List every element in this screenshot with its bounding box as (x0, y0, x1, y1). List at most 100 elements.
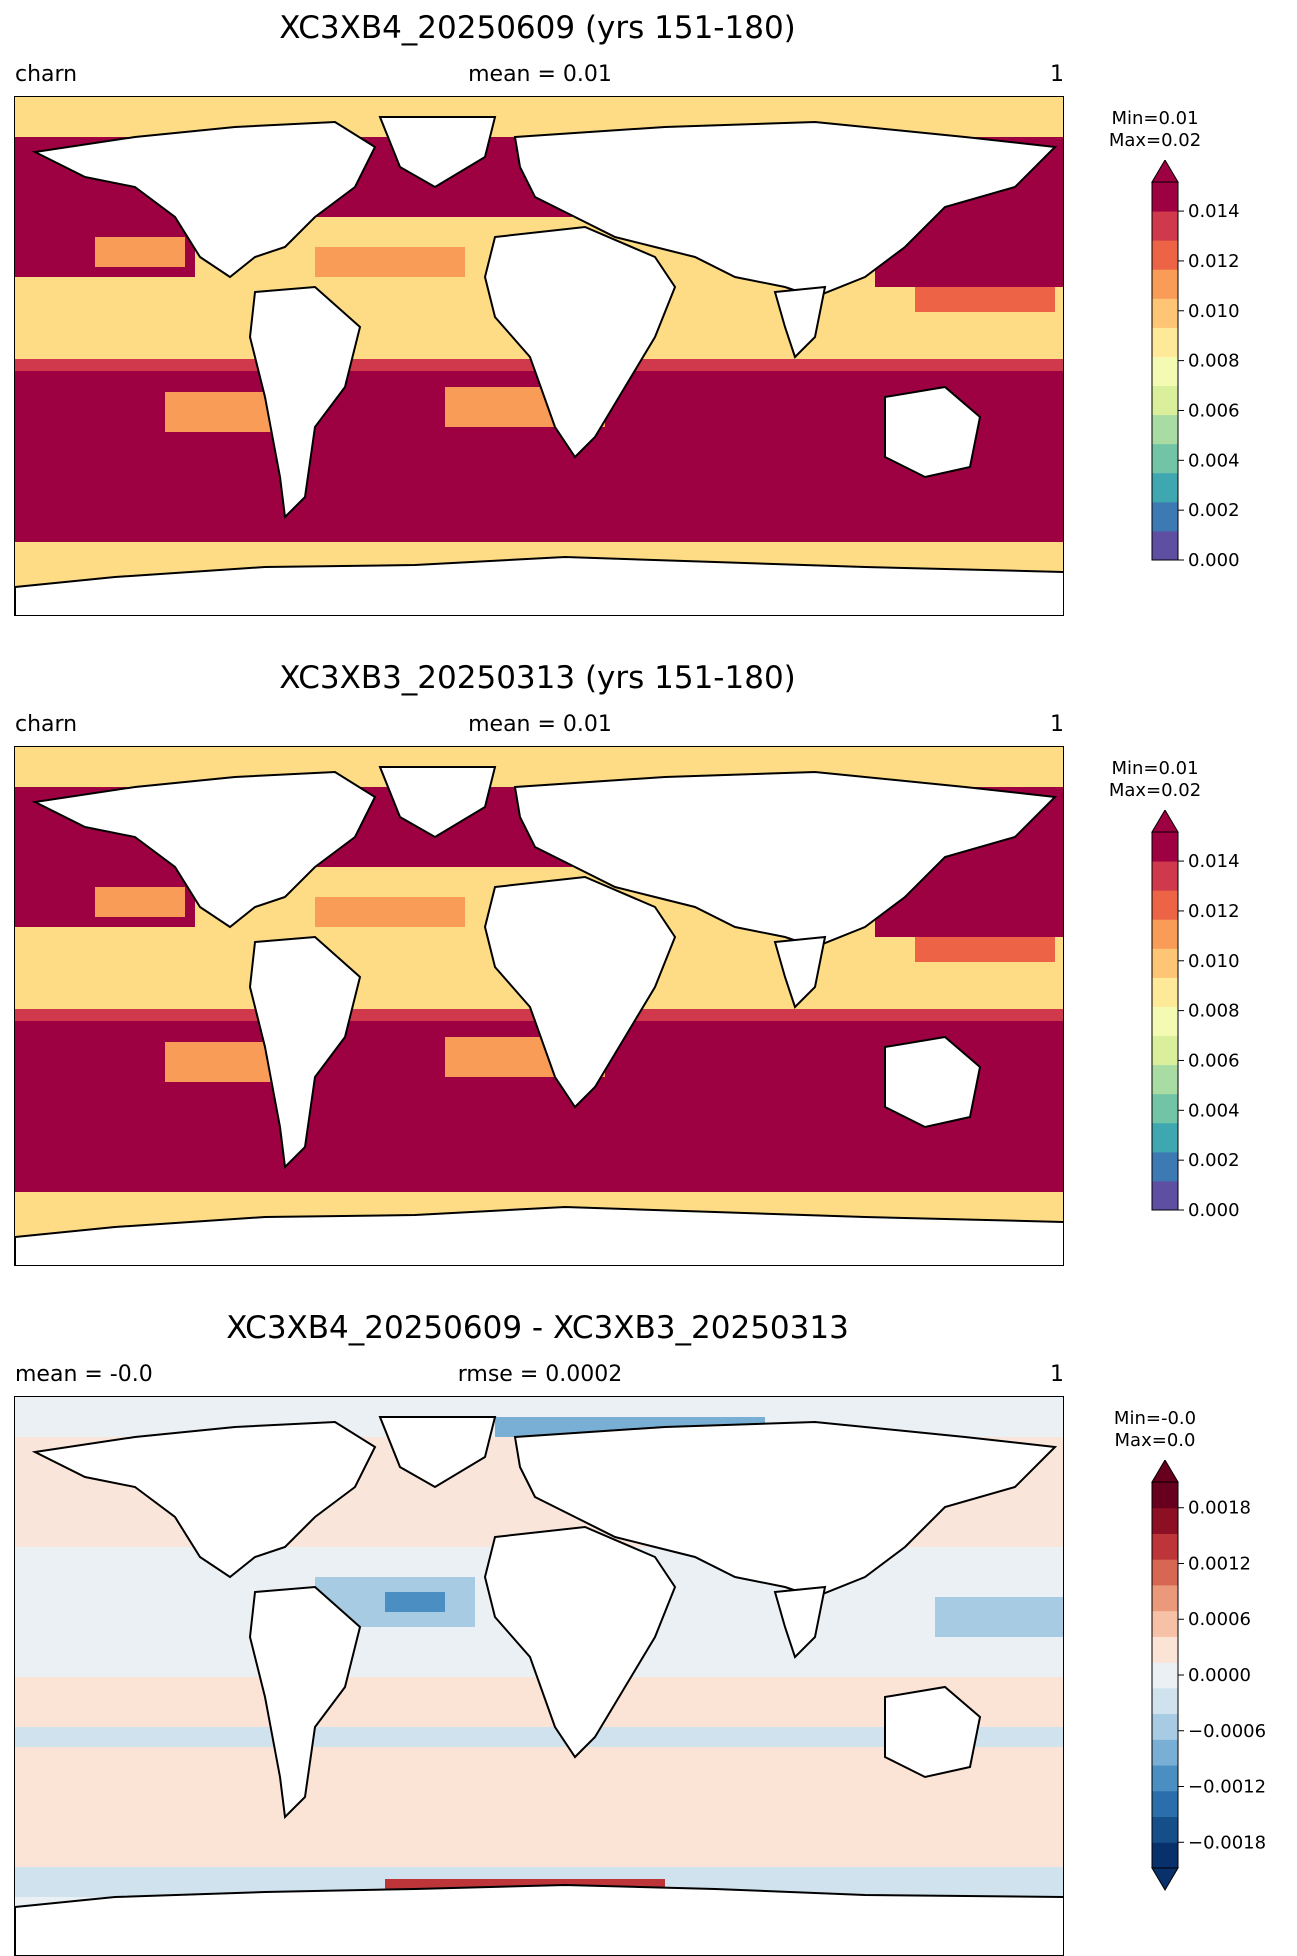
colorbar-tick-label: 0.004 (1188, 450, 1240, 471)
colorbar-extend-min (1151, 1867, 1179, 1891)
max-label: Max=0.02 (1108, 780, 1202, 801)
min-max-label: Min=0.01 Max=0.02 (1095, 758, 1215, 802)
colorbar-segment (1152, 861, 1178, 891)
land (15, 1416, 1063, 1955)
colorbar-segment (1152, 414, 1178, 445)
south-america (248, 1585, 362, 1820)
pacific-negative (935, 1597, 1063, 1637)
antarctica (15, 1883, 1063, 1955)
colorbar-tick-label: 0.0018 (1188, 1498, 1251, 1519)
north-america (31, 120, 377, 279)
colorbar-segment (1152, 1636, 1178, 1663)
colorbar-segment (1152, 1122, 1178, 1153)
colorbar-tick-label: 0.006 (1188, 1050, 1240, 1071)
colorbar-segment (1152, 1006, 1178, 1037)
colorbar-tick-label: 0.010 (1188, 301, 1240, 322)
africa (483, 1525, 677, 1759)
colorbar-segment (1152, 890, 1178, 920)
colorbar-segment (1152, 530, 1178, 561)
colorbar-tick-label: 0.006 (1188, 400, 1240, 421)
colorbar-segment (1152, 472, 1178, 503)
min-label: Min=-0.0 (1113, 1408, 1197, 1429)
colorbar-segment (1152, 1064, 1178, 1095)
mean-label: mean = 0.01 (468, 712, 612, 737)
colorbar-segment (1152, 1687, 1178, 1715)
colorbar-segment (1152, 1713, 1178, 1740)
colorbar-segment (1152, 919, 1178, 949)
mean-label: mean = -0.0 (15, 1362, 153, 1387)
colorbar-extend-max (1151, 810, 1179, 833)
map (14, 746, 1064, 1266)
colorbar-extend-max (1151, 160, 1179, 183)
colorbar-segment (1152, 1739, 1178, 1766)
land (15, 766, 1063, 1265)
colorbar-segment (1152, 211, 1178, 241)
colorbar-tick-label: −0.0006 (1188, 1721, 1266, 1742)
australia (884, 1685, 982, 1779)
panel-1: XC3XB4_20250609 (yrs 151-180) charn mean… (0, 0, 1297, 640)
colorbar-tick-label: 0.0000 (1188, 1665, 1251, 1686)
colorbar-tick-label: 0.008 (1188, 1001, 1240, 1022)
colorbar-segment (1152, 1584, 1178, 1612)
colorbar-segment (1152, 240, 1178, 270)
colorbar-tick-label: 0.004 (1188, 1100, 1240, 1121)
colorbar-segment (1152, 1790, 1178, 1818)
panel-number: 1 (1050, 1362, 1064, 1387)
colorbar-segment (1152, 1035, 1178, 1066)
mean-label: mean = 0.01 (468, 62, 612, 87)
colorbar-segment (1152, 832, 1178, 862)
pacific-patch (915, 287, 1055, 312)
colorbar-segment (1152, 443, 1178, 474)
india (773, 1585, 827, 1659)
antarctica (15, 555, 1063, 615)
antarctica (15, 1205, 1063, 1265)
land (15, 116, 1063, 615)
colorbar-tick-label: 0.012 (1188, 251, 1240, 272)
atlantic-patch (315, 897, 465, 927)
max-label: Max=0.0 (1114, 1430, 1196, 1451)
pacific-patch (915, 937, 1055, 962)
colorbar-extend-max (1151, 1460, 1179, 1483)
colorbar-tick-label: 0.000 (1188, 1200, 1240, 1220)
colorbar: 0.000 0.002 0.004 0.006 0.008 0.010 0.012 0.014 (1151, 810, 1240, 1220)
variable-label: charn (15, 62, 78, 87)
colorbar-tick-label: 0.002 (1188, 500, 1240, 521)
colorbar-segment (1152, 327, 1178, 357)
atlantic-negative-core (385, 1592, 445, 1612)
colorbar-segment (1152, 1482, 1178, 1509)
colorbar-segment (1152, 1842, 1178, 1869)
north-america (31, 770, 377, 929)
panel-number: 1 (1050, 712, 1064, 737)
panel-title: XC3XB3_20250313 (yrs 151-180) (279, 660, 796, 696)
panel-title: XC3XB4_20250609 - XC3XB3_20250313 (226, 1310, 849, 1346)
colorbar-segment (1152, 1151, 1178, 1182)
colorbar-segment (1152, 1507, 1178, 1534)
colorbar-tick-label: 0.010 (1188, 951, 1240, 972)
rmse-label: rmse = 0.0002 (457, 1362, 623, 1387)
colorbar-segment (1152, 356, 1178, 387)
africa (483, 875, 677, 1109)
colorbar-segment (1152, 977, 1178, 1007)
australia (884, 385, 982, 479)
panel-number: 1 (1050, 62, 1064, 87)
africa (483, 225, 677, 459)
panel-2: XC3XB3_20250313 (yrs 151-180) charn mean… (0, 650, 1297, 1290)
colorbar-segment (1152, 1765, 1178, 1792)
variable-label: charn (15, 712, 78, 737)
min-label: Min=0.01 (1111, 108, 1199, 129)
min-label: Min=0.01 (1111, 758, 1199, 779)
colorbar: −0.0018 −0.0012 −0.0006 0.0000 0.0006 0.0012 0… (1151, 1460, 1266, 1891)
map (14, 96, 1064, 616)
subtropic-patch (95, 887, 185, 917)
colorbar-segment (1152, 1533, 1178, 1560)
india (773, 285, 827, 359)
colorbar-tick-label: −0.0012 (1188, 1777, 1266, 1798)
colorbar-segment (1152, 948, 1178, 978)
min-max-label: Min=-0.0 Max=0.0 (1095, 1408, 1215, 1452)
colorbar-segment (1152, 1093, 1178, 1124)
map (14, 1396, 1064, 1956)
colorbar-frame (1151, 181, 1179, 561)
colorbar-tick-label: 0.008 (1188, 351, 1240, 372)
south-america (248, 285, 362, 520)
australia (884, 1035, 982, 1129)
